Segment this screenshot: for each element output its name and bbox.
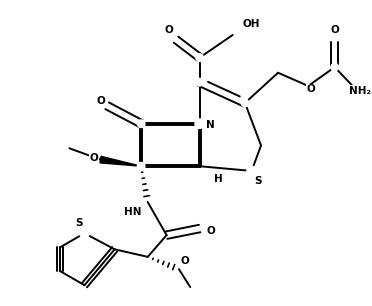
Circle shape <box>196 54 203 62</box>
Text: NH₂: NH₂ <box>349 86 371 96</box>
Circle shape <box>137 162 145 170</box>
Text: O: O <box>330 25 339 35</box>
Text: S: S <box>75 218 83 228</box>
Text: OH: OH <box>242 19 260 29</box>
Text: S: S <box>254 176 262 186</box>
Circle shape <box>80 229 89 238</box>
Text: O: O <box>181 256 189 266</box>
Text: O: O <box>164 25 173 35</box>
Text: O: O <box>206 226 215 236</box>
Circle shape <box>247 166 256 176</box>
Text: O: O <box>90 153 99 163</box>
Text: O: O <box>96 96 105 106</box>
Circle shape <box>137 120 145 128</box>
Circle shape <box>195 119 204 129</box>
Text: H: H <box>214 174 222 184</box>
Polygon shape <box>100 156 141 166</box>
Text: N: N <box>206 120 215 130</box>
Circle shape <box>196 78 203 86</box>
Text: O: O <box>307 84 315 94</box>
Circle shape <box>331 63 339 71</box>
Text: HN: HN <box>124 207 141 217</box>
Circle shape <box>241 99 249 107</box>
